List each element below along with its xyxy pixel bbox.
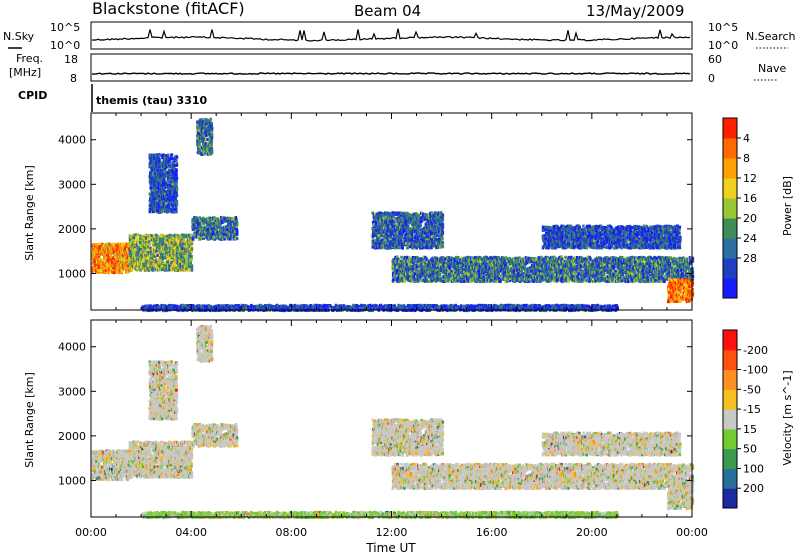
power-cell bbox=[211, 127, 214, 130]
power-cell bbox=[215, 228, 218, 231]
nsky-tick-bottom: 10^0 bbox=[50, 39, 80, 52]
power-cell bbox=[210, 122, 213, 125]
nsky-trace bbox=[92, 29, 690, 41]
power-cell bbox=[91, 266, 94, 269]
nsky-label: N.Sky bbox=[3, 30, 35, 43]
power-cell bbox=[191, 269, 194, 272]
power-cell bbox=[442, 226, 445, 229]
power-cell bbox=[190, 261, 193, 264]
power-cell bbox=[175, 191, 178, 194]
freq-panel: Freq. [MHz] 18 8 60 0 Nave bbox=[9, 52, 786, 85]
nsky-panel: N.Sky 10^5 10^0 10^5 10^0 N.Search bbox=[3, 21, 796, 52]
power-cell bbox=[442, 214, 445, 217]
power-cell bbox=[163, 178, 166, 181]
beam-title: Beam 04 bbox=[354, 2, 421, 20]
power-cell bbox=[417, 231, 420, 234]
power-cell bbox=[167, 154, 170, 157]
power-cell bbox=[108, 271, 111, 274]
power-cell bbox=[400, 256, 403, 259]
nsky-tick-top: 10^5 bbox=[50, 21, 80, 34]
freq-label-line1: Freq. bbox=[16, 52, 43, 65]
cpid-value: themis (tau) 3310 bbox=[96, 94, 208, 107]
power-cell bbox=[176, 177, 179, 180]
nsearch-label: N.Search bbox=[746, 30, 796, 43]
power-cell bbox=[171, 153, 174, 156]
power-cell bbox=[402, 247, 405, 250]
power-cell bbox=[164, 170, 167, 173]
power-cell bbox=[236, 237, 239, 240]
power-cell bbox=[442, 219, 445, 222]
power-cell bbox=[442, 231, 445, 234]
nave-tick-bottom: 0 bbox=[708, 72, 715, 85]
power-cell bbox=[210, 118, 213, 121]
freq-tick-bottom: 8 bbox=[70, 72, 77, 85]
power-cell bbox=[441, 237, 444, 240]
power-cell bbox=[151, 194, 154, 197]
power-cell bbox=[420, 224, 423, 227]
power-cell bbox=[442, 223, 445, 226]
power-cell bbox=[236, 222, 239, 225]
power-cell bbox=[175, 169, 178, 172]
power-cell bbox=[149, 243, 152, 246]
freq-frame bbox=[91, 54, 692, 81]
power-data-cells bbox=[91, 118, 694, 312]
power-cell bbox=[210, 237, 213, 240]
power-cell bbox=[190, 255, 193, 258]
power-cell bbox=[198, 143, 201, 146]
power-cell bbox=[167, 181, 170, 184]
power-cell bbox=[175, 182, 178, 185]
power-cell bbox=[198, 140, 201, 143]
power-cell bbox=[175, 173, 178, 176]
nsky-frame bbox=[91, 22, 692, 49]
power-cell bbox=[211, 133, 214, 136]
power-cell bbox=[442, 245, 445, 248]
power-cell bbox=[400, 239, 403, 242]
power-cell bbox=[176, 200, 179, 203]
power-cell bbox=[140, 248, 143, 251]
power-cell bbox=[211, 136, 214, 139]
power-cell bbox=[236, 229, 239, 232]
date-title: 13/May/2009 bbox=[586, 2, 684, 20]
power-cell bbox=[171, 157, 174, 160]
nsearch-tick-bottom: 10^0 bbox=[708, 39, 738, 52]
power-cell bbox=[226, 220, 229, 223]
nave-tick-top: 60 bbox=[708, 53, 722, 66]
power-cell bbox=[158, 158, 161, 161]
power-cell bbox=[168, 205, 171, 208]
power-cell bbox=[175, 160, 178, 163]
power-cell bbox=[190, 258, 193, 261]
power-cell bbox=[414, 273, 417, 276]
power-cell bbox=[400, 235, 403, 238]
power-cell bbox=[210, 143, 213, 146]
power-cell bbox=[442, 241, 445, 244]
power-cell bbox=[372, 212, 375, 215]
power-cell bbox=[211, 151, 214, 154]
nsearch-tick-top: 10^5 bbox=[708, 21, 738, 34]
freq-tick-top: 18 bbox=[64, 53, 78, 66]
power-cell bbox=[191, 248, 194, 251]
power-cell bbox=[176, 156, 179, 159]
freq-label-line2: [MHz] bbox=[9, 66, 41, 79]
power-cell bbox=[210, 140, 213, 143]
cpid-label: CPID bbox=[18, 89, 47, 102]
power-cell bbox=[175, 197, 178, 200]
power-cell bbox=[162, 234, 165, 237]
power-cell bbox=[386, 218, 389, 221]
nave-label: Nave bbox=[758, 62, 786, 75]
power-cell bbox=[176, 203, 179, 206]
power-cell bbox=[415, 260, 418, 263]
power-cell bbox=[175, 210, 178, 213]
power-cell bbox=[176, 194, 179, 197]
power-cell bbox=[176, 189, 179, 192]
station-title: Blackstone (fitACF) bbox=[92, 0, 245, 18]
freq-trace bbox=[92, 73, 690, 74]
power-cell bbox=[137, 233, 140, 236]
power-cell bbox=[176, 163, 179, 166]
